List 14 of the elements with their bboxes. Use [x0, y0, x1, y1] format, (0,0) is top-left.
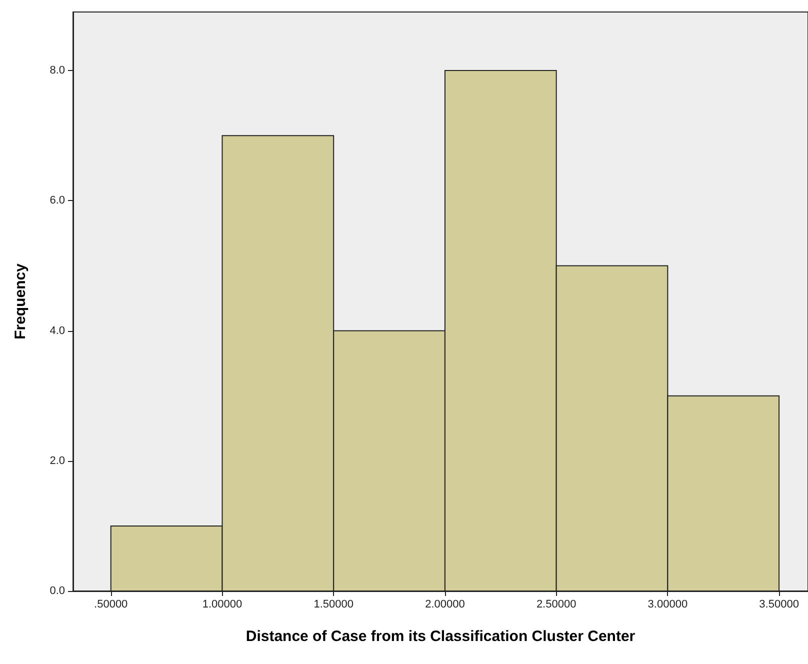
- x-tick-label: 3.50000: [759, 598, 799, 610]
- x-tick-label: .50000: [94, 598, 128, 610]
- y-tick-label: 6.0: [50, 194, 65, 207]
- y-tick-label: 4.0: [50, 324, 65, 337]
- x-tick-label: 3.00000: [648, 598, 688, 610]
- x-tick-label: 1.50000: [314, 598, 354, 610]
- y-axis-title: Frequency: [12, 262, 29, 340]
- x-tick-label: 1.00000: [202, 598, 242, 610]
- x-axis-title: Distance of Case from its Classification Cluster Center: [246, 628, 636, 645]
- x-tick-label: 2.50000: [536, 598, 576, 610]
- y-tick-label: 0.0: [50, 585, 65, 597]
- y-tick-label: 2.0: [50, 454, 65, 467]
- x-tick-label: 2.00000: [425, 598, 465, 610]
- y-tick-label: 8.0: [50, 64, 65, 77]
